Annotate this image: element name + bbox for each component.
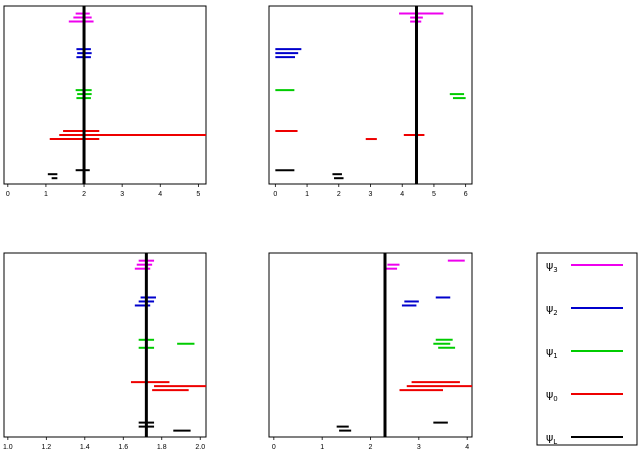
legend-subscript: L <box>553 438 557 446</box>
x-tick-label: 1.0 <box>3 444 13 451</box>
x-tick-label: 0 <box>272 444 276 451</box>
x-tick-label: 1 <box>305 191 309 198</box>
x-tick-label: 1.2 <box>41 444 51 451</box>
chart-panel-bottom-left: 1.0 1.2 1.4 1.6 1.8 2.0 <box>3 252 207 451</box>
chart-panel-top-right: 0 1 2 3 4 5 6 <box>268 5 473 198</box>
legend-label-psi0: ψ0 <box>546 388 558 403</box>
chart-panel-top-left: 0 1 2 3 4 5 <box>3 5 207 198</box>
legend-subscript: 1 <box>553 352 557 360</box>
x-tick-label: 2.0 <box>195 444 205 451</box>
x-tick-label: 3 <box>369 191 373 198</box>
legend-label-psi3: ψ3 <box>546 259 558 274</box>
legend-label-psi1: ψ1 <box>546 345 558 360</box>
x-tick-label: 1.6 <box>118 444 128 451</box>
x-tick-label: 2 <box>82 191 86 198</box>
legend-subscript: 2 <box>553 309 557 317</box>
legend: ψ3 ψ2 ψ1 ψ0 ψL <box>536 252 638 446</box>
x-tick-label: 1 <box>44 191 48 198</box>
x-tick-label: 5 <box>196 191 200 198</box>
x-tick-label: 4 <box>400 191 404 198</box>
plot-frame <box>3 252 207 438</box>
plot-frame <box>268 5 473 185</box>
x-tick-label: 2 <box>369 444 373 451</box>
plot-frame <box>268 252 473 438</box>
x-tick-label: 3 <box>120 191 124 198</box>
legend-label-psi2: ψ2 <box>546 302 558 317</box>
legend-frame <box>536 252 638 446</box>
legend-subscript: 0 <box>553 395 557 403</box>
x-tick-label: 6 <box>464 191 468 198</box>
legend-label-psiL: ψL <box>546 431 557 446</box>
x-tick-label: 2 <box>337 191 341 198</box>
x-tick-label: 5 <box>432 191 436 198</box>
chart-panel-bottom-right: 0 1 2 3 4 <box>268 252 473 451</box>
x-tick-label: 0 <box>273 191 277 198</box>
legend-subscript: 3 <box>553 266 557 274</box>
x-tick-label: 1.4 <box>80 444 90 451</box>
plot-frame <box>3 5 207 185</box>
x-tick-label: 4 <box>465 444 469 451</box>
x-tick-label: 4 <box>158 191 162 198</box>
x-tick-label: 3 <box>417 444 421 451</box>
x-tick-label: 0 <box>6 191 10 198</box>
x-tick-label: 1 <box>320 444 324 451</box>
x-tick-label: 1.8 <box>157 444 167 451</box>
